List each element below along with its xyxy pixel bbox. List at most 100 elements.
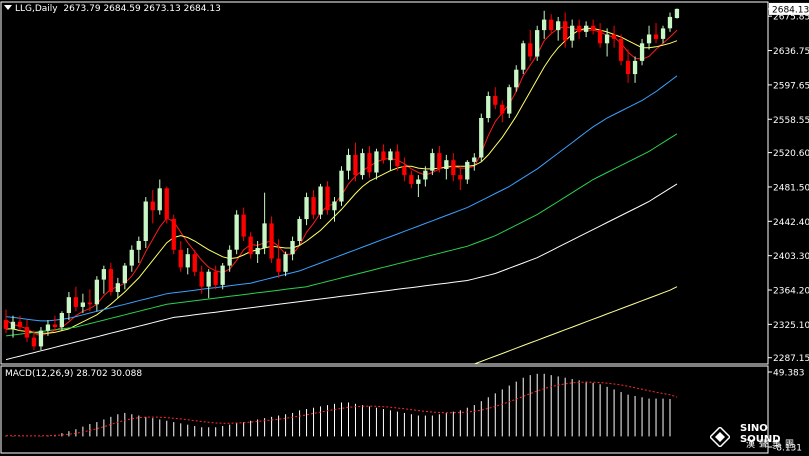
candle — [332, 197, 337, 222]
candle — [262, 192, 267, 255]
logo-emblem-icon — [710, 427, 730, 447]
candle — [646, 25, 652, 50]
candle-body — [115, 283, 120, 292]
candle-body — [199, 271, 204, 287]
candle — [269, 216, 274, 263]
candle-body — [346, 154, 351, 171]
candle — [591, 19, 596, 35]
candle-body — [192, 254, 197, 272]
candle-body — [318, 186, 323, 215]
candle-body — [31, 337, 37, 347]
candle — [632, 56, 638, 83]
candle — [542, 10, 547, 39]
candle-body — [402, 166, 407, 176]
candle-body — [73, 297, 78, 307]
candle — [206, 269, 211, 299]
candle-body — [597, 30, 603, 44]
candle — [108, 262, 113, 296]
candle-body — [646, 34, 652, 44]
candle — [674, 8, 680, 19]
candle — [395, 144, 400, 171]
candle-body — [667, 16, 673, 29]
candle — [66, 291, 71, 321]
candle — [444, 154, 449, 180]
candle — [325, 181, 330, 215]
candle — [374, 148, 379, 180]
candle — [416, 175, 421, 198]
candle — [129, 245, 134, 272]
candle — [10, 315, 16, 338]
candle-body — [129, 249, 134, 266]
candle-body — [556, 21, 561, 31]
candle-body — [304, 197, 309, 220]
candle — [339, 166, 344, 206]
candle-body — [507, 87, 512, 114]
candle-body — [108, 269, 113, 292]
candle — [535, 25, 540, 61]
candle — [199, 265, 204, 294]
candle — [465, 160, 470, 184]
candle — [248, 232, 253, 259]
candle — [563, 12, 568, 48]
candle-body — [591, 25, 596, 31]
candle-body — [10, 321, 16, 329]
candle-body — [87, 302, 92, 305]
candle — [87, 289, 92, 312]
candle-body — [395, 151, 400, 167]
candle-body — [465, 161, 470, 180]
candle-body — [388, 151, 393, 161]
candle-body — [220, 265, 225, 285]
candle — [528, 30, 533, 61]
sino-sound-logo: SINO SOUND 漢聲集團 — [706, 421, 806, 453]
candle — [597, 23, 603, 48]
candle-body — [262, 223, 267, 248]
candle — [157, 179, 162, 215]
candle-body — [311, 197, 316, 215]
candle — [479, 113, 484, 162]
candle — [493, 87, 498, 110]
candle — [80, 293, 85, 314]
candle-body — [604, 34, 610, 44]
price-tick-label: 2558.55 — [773, 116, 809, 126]
candle — [514, 65, 519, 92]
candle — [653, 23, 659, 44]
price-tick-label: 2442.40 — [773, 218, 809, 228]
candle-body — [653, 34, 659, 39]
candle — [423, 166, 428, 187]
price-tick-label: 2520.60 — [773, 149, 809, 159]
candle — [276, 239, 281, 278]
candle — [430, 148, 435, 176]
candle-body — [38, 330, 44, 347]
candle — [311, 190, 316, 220]
candle-body — [563, 21, 568, 41]
candle-body — [367, 153, 372, 173]
candle — [381, 144, 386, 164]
candle-body — [542, 19, 547, 31]
dropdown-triangle-icon[interactable] — [4, 5, 12, 10]
candle — [143, 197, 148, 249]
candle-body — [283, 254, 288, 272]
price-pane[interactable] — [0, 1, 769, 365]
macd-pane[interactable]: MACD(12,26,9) 28.702 30.088 — [0, 365, 769, 454]
candle — [192, 249, 197, 277]
candle-body — [486, 96, 491, 118]
candle-body — [24, 327, 30, 338]
candle — [3, 309, 9, 334]
candle-body — [493, 96, 498, 105]
moving-average-line-6 — [474, 286, 678, 365]
macd-tick-label: 49.383 — [773, 369, 805, 379]
candle — [556, 16, 561, 41]
candle-body — [472, 157, 477, 162]
moving-average-line-3 — [5, 75, 678, 322]
candle-body — [514, 69, 519, 88]
candle-body — [241, 214, 246, 237]
candle — [164, 186, 169, 224]
candle — [290, 236, 295, 261]
candle-body — [80, 302, 85, 307]
candle — [241, 207, 246, 241]
moving-average-line-4 — [5, 133, 678, 337]
candle — [660, 25, 666, 44]
candle — [360, 148, 365, 180]
candle — [604, 28, 610, 57]
